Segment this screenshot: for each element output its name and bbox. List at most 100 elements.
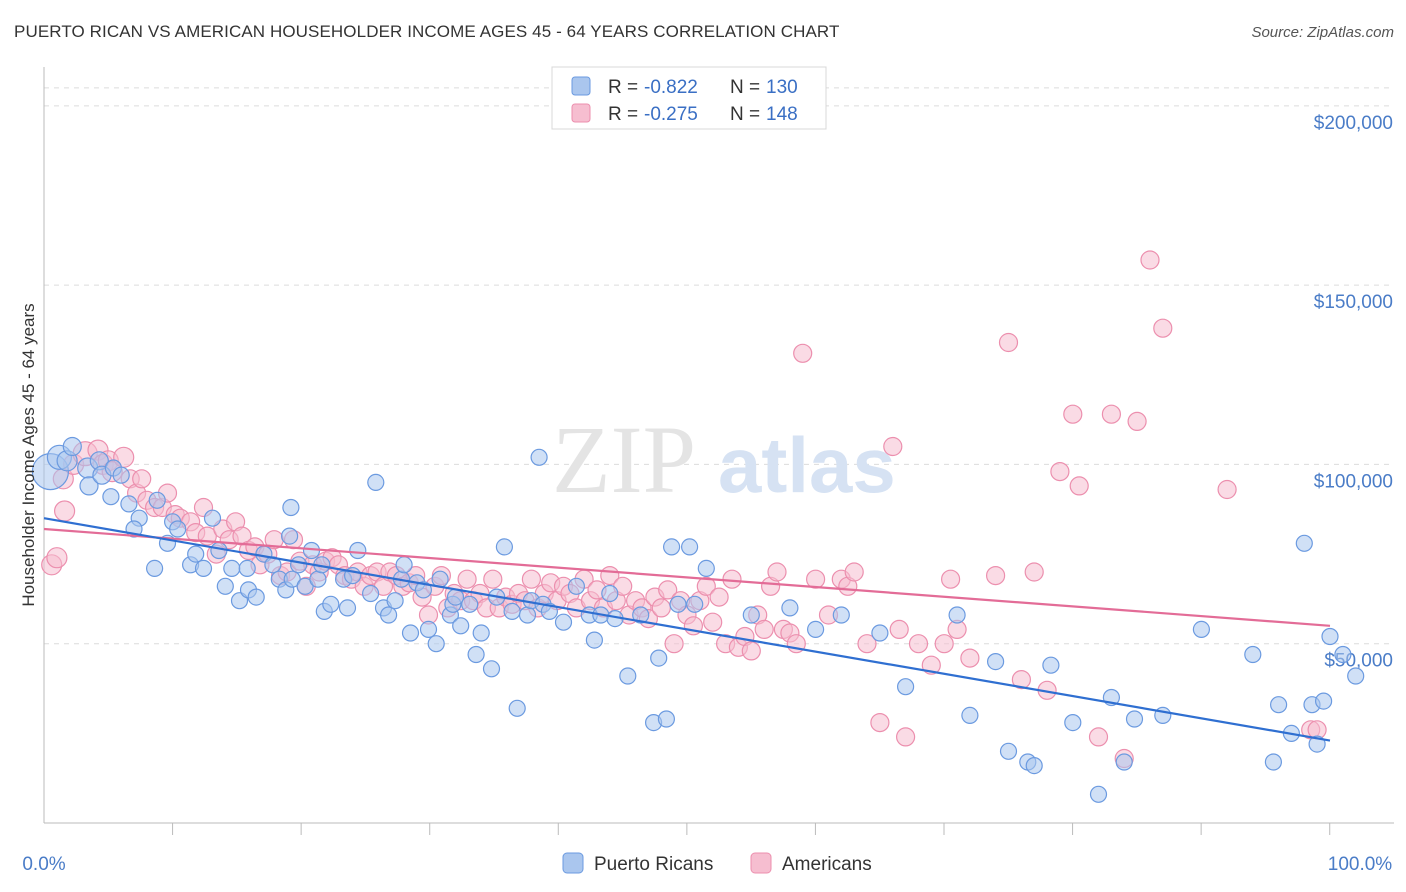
puerto-rican-point [832, 606, 850, 624]
american-point [754, 619, 774, 640]
legend-n-label-1: N = [730, 77, 760, 98]
puerto-rican-point [401, 624, 420, 642]
puerto-rican-point [1347, 667, 1365, 685]
puerto-rican-point [1244, 645, 1262, 664]
series-legend-swatch-puerto-ricans [562, 852, 584, 874]
puerto-rican-point [427, 635, 445, 653]
american-point [921, 655, 941, 675]
puerto-rican-point [999, 742, 1018, 760]
x-tick-label-start: 0.0% [22, 854, 65, 875]
puerto-rican-point [79, 476, 99, 496]
series-legend: Puerto Ricans Americans [562, 852, 872, 875]
stats-legend: R = -0.822 N = 130 R = -0.275 N = 148 [551, 66, 827, 130]
puerto-rican-point [986, 652, 1005, 671]
puerto-rican-point [247, 588, 265, 606]
legend-n-value-2: 148 [766, 104, 798, 125]
series-legend-americans: Americans [782, 854, 872, 875]
legend-swatch-blue [571, 76, 591, 96]
american-point [1024, 562, 1044, 582]
american-point [870, 712, 890, 733]
american-point [741, 641, 761, 661]
american-point [883, 436, 903, 457]
watermark: ZIP atlas [552, 406, 896, 513]
american-point [767, 562, 787, 582]
trend-line-americans [43, 527, 1331, 627]
puerto-rican-point [146, 559, 164, 578]
puerto-rican-point [680, 538, 699, 556]
puerto-rican-point [554, 613, 573, 631]
puerto-rican-point [1321, 627, 1339, 646]
puerto-rican-point [367, 473, 385, 491]
puerto-rican-point [1264, 753, 1283, 771]
y-tick-label: $100,000 [1314, 471, 1393, 492]
american-point [844, 562, 864, 582]
puerto-rican-point [148, 491, 166, 509]
puerto-rican-point [482, 660, 501, 678]
american-point [696, 576, 716, 596]
american-point [1127, 411, 1147, 431]
american-point [658, 580, 678, 600]
american-point [998, 332, 1019, 353]
puerto-rican-point [948, 606, 966, 624]
american-point [1217, 479, 1237, 500]
puerto-rican-point [686, 595, 704, 613]
american-point [857, 634, 877, 654]
puerto-rican-point [540, 602, 559, 621]
american-point [1011, 669, 1032, 690]
legend-r-value-2: -0.275 [644, 104, 698, 125]
puerto-rican-point [380, 606, 398, 624]
puerto-rican-point [1125, 710, 1144, 728]
trend-lines [43, 517, 1331, 742]
puerto-ricans-points [31, 436, 1365, 803]
puerto-rican-point [518, 606, 537, 624]
axes [43, 67, 1394, 835]
puerto-rican-point [1025, 756, 1043, 775]
american-point [483, 569, 503, 589]
puerto-rican-point [657, 710, 676, 728]
american-point [1069, 476, 1089, 496]
american-point [53, 500, 76, 522]
puerto-rican-point [530, 448, 548, 466]
puerto-rican-point [1295, 534, 1313, 552]
puerto-rican-point [1314, 692, 1333, 710]
puerto-rican-point [781, 599, 799, 617]
watermark-atlas: atlas [718, 421, 896, 509]
puerto-rican-point [203, 509, 222, 527]
puerto-rican-point [419, 620, 438, 639]
puerto-rican-point [742, 606, 760, 624]
y-tick-label: $200,000 [1314, 113, 1393, 134]
puerto-rican-point [290, 556, 308, 574]
puerto-rican-point [194, 559, 213, 578]
american-point [521, 569, 542, 589]
puerto-rican-point [662, 538, 681, 556]
watermark-zip: ZIP [552, 406, 696, 513]
series-legend-puerto-ricans: Puerto Ricans [594, 854, 713, 875]
legend-r-label-2: R = [608, 104, 638, 125]
puerto-rican-point [632, 606, 650, 624]
american-point [908, 634, 929, 654]
puerto-rican-point [349, 541, 367, 560]
puerto-rican-point [112, 466, 130, 484]
y-tick-labels: $50,000$100,000$150,000$200,000 [1314, 113, 1393, 672]
american-point [1140, 250, 1160, 270]
puerto-rican-point [1115, 753, 1133, 771]
trend-line-puerto-ricans [43, 517, 1331, 742]
american-point [1101, 404, 1122, 424]
american-point [46, 547, 68, 569]
american-point [940, 569, 961, 589]
puerto-rican-point [120, 495, 138, 513]
x-tick-label-end: 100.0% [1328, 854, 1393, 875]
puerto-rican-point [467, 645, 485, 664]
american-point [651, 598, 671, 618]
puerto-rican-point [216, 577, 234, 595]
puerto-rican-point [503, 602, 521, 621]
american-point [805, 569, 826, 589]
puerto-rican-point [1192, 620, 1211, 639]
american-point [985, 565, 1006, 586]
american-point [895, 727, 916, 747]
puerto-rican-point [395, 556, 413, 574]
american-point [664, 634, 684, 654]
puerto-rican-point [283, 570, 301, 588]
source-credit: Source: ZipAtlas.com [1251, 24, 1394, 41]
chart-title: PUERTO RICAN VS AMERICAN HOUSEHOLDER INC… [14, 22, 840, 41]
